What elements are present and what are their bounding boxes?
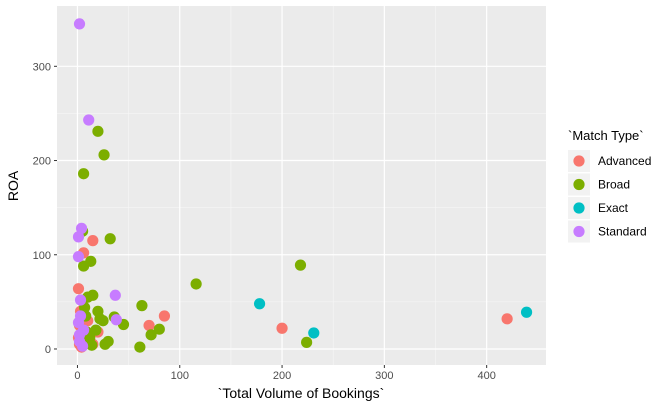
data-point-advanced	[501, 313, 513, 325]
data-point-standard	[72, 251, 85, 263]
data-point-standard	[83, 114, 95, 126]
data-point-advanced	[276, 322, 288, 334]
data-point-broad	[98, 149, 110, 161]
y-tick-label: 0	[45, 344, 51, 356]
legend-swatch-broad	[573, 178, 585, 191]
data-point-broad	[86, 339, 98, 351]
data-point-broad	[92, 305, 104, 317]
x-tick-label: 0	[74, 370, 80, 382]
data-point-broad	[102, 335, 114, 348]
legend-label-exact: Exact	[598, 201, 629, 215]
legend-swatch-advanced	[573, 155, 585, 167]
data-point-broad	[97, 315, 109, 327]
data-point-standard	[72, 231, 85, 243]
y-tick-label: 300	[33, 61, 51, 73]
legend-label-broad: Broad	[598, 178, 630, 192]
data-point-broad	[145, 329, 157, 341]
data-point-standard	[110, 314, 122, 326]
legend-swatch-standard	[573, 225, 585, 238]
data-point-standard	[74, 294, 87, 306]
data-point-standard	[73, 18, 86, 30]
data-point-standard	[77, 324, 90, 336]
data-point-broad	[77, 168, 90, 180]
y-tick-label: 100	[33, 250, 51, 262]
y-axis-title: ROA	[5, 170, 21, 201]
data-point-standard	[74, 310, 87, 322]
data-point-broad	[134, 341, 146, 353]
data-point-broad	[92, 125, 104, 137]
data-point-standard	[75, 222, 88, 234]
data-point-exact	[520, 306, 533, 318]
legend-label-standard: Standard	[598, 225, 647, 239]
x-axis-ticks: 0 100 200 300 400	[74, 365, 496, 382]
legend: `Match Type` Advanced Broad Exact Standard	[568, 128, 651, 243]
data-point-advanced	[158, 310, 171, 322]
data-point-standard	[109, 289, 121, 301]
legend-label-advanced: Advanced	[598, 154, 651, 168]
plot-panel	[57, 6, 546, 365]
data-point-standard	[73, 335, 86, 348]
x-tick-label: 100	[171, 370, 189, 382]
data-point-advanced	[72, 283, 85, 295]
x-tick-label: 200	[273, 370, 291, 382]
x-tick-label: 400	[477, 370, 495, 382]
data-point-broad	[104, 233, 116, 245]
data-point-broad	[153, 323, 165, 335]
data-point-broad	[190, 278, 202, 290]
major-gridlines	[57, 6, 546, 365]
data-point-exact	[308, 327, 320, 339]
legend-items: Advanced Broad Exact Standard	[568, 150, 651, 243]
legend-title: `Match Type`	[568, 128, 644, 143]
data-point-advanced	[87, 235, 99, 247]
x-axis-title: `Total Volume of Bookings`	[218, 385, 385, 401]
data-point-broad	[294, 259, 307, 271]
legend-swatch-exact	[573, 202, 585, 214]
data-point-advanced	[143, 319, 155, 332]
data-point-broad	[301, 336, 313, 348]
data-point-broad	[136, 300, 148, 312]
data-point-broad	[90, 324, 102, 336]
x-tick-label: 300	[375, 370, 393, 382]
data-point-exact	[253, 298, 266, 310]
y-tick-label: 200	[33, 156, 51, 168]
data-points	[72, 18, 533, 353]
data-point-broad	[77, 260, 90, 272]
y-axis-ticks: 0 100 200 300	[33, 61, 57, 356]
